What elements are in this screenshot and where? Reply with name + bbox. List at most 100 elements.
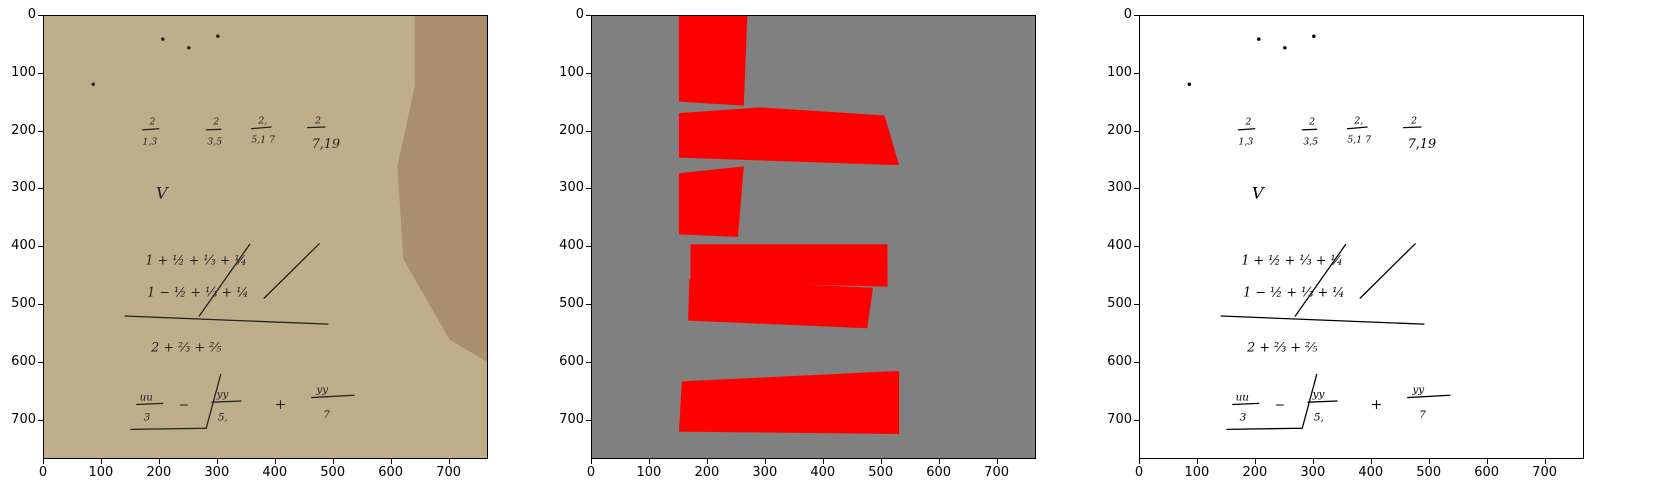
x-tick (1196, 459, 1198, 464)
y-tick-label: 400 (1107, 238, 1132, 254)
x-tick-label: 0 (586, 465, 596, 480)
y-tick (1134, 419, 1139, 421)
mask-region (678, 107, 900, 166)
x-tick (100, 459, 102, 464)
ink-spot (1283, 46, 1287, 50)
x-tick-label: 300 (204, 465, 230, 480)
handwritten-mark: 5, (1314, 412, 1324, 424)
mask-region (678, 370, 900, 434)
x-tick-label: 500 (320, 465, 346, 480)
segmentation-mask-image (678, 16, 900, 434)
y-tick (38, 15, 43, 16)
x-tick-label: 700 (1532, 465, 1557, 480)
x-tick-label: 200 (1242, 465, 1268, 480)
x-tick-label: 700 (436, 465, 461, 480)
handwritten-mark: 2 (1244, 117, 1251, 128)
y-tick-label: 500 (1107, 296, 1132, 312)
x-tick (996, 459, 998, 464)
x-tick (1139, 459, 1140, 464)
y-tick-label: 500 (11, 296, 36, 312)
mask-region (688, 279, 874, 329)
y-tick (586, 246, 591, 248)
handwritten-mark: yy (1411, 384, 1424, 396)
x-tick (822, 459, 824, 464)
handwritten-mark: 5,1 7 (251, 135, 275, 146)
y-tick-label: 300 (1107, 180, 1132, 196)
ink-spot (91, 82, 95, 86)
mask-region (678, 16, 748, 106)
y-tick-label: 600 (559, 353, 584, 369)
x-tick (1428, 459, 1430, 464)
x-tick (1254, 459, 1256, 464)
x-tick (274, 459, 276, 464)
mask-region (678, 166, 744, 237)
y-tick (38, 246, 43, 248)
y-tick-label: 700 (1107, 411, 1132, 427)
x-tick (648, 459, 650, 464)
y-tick (38, 304, 43, 306)
x-tick (390, 459, 392, 464)
handwritten-mark: 2 (148, 117, 155, 128)
handwritten-mark: 1 − ½ + ⅓ + ¼ (1243, 285, 1344, 300)
binarized-image: 2 1,3 2 3,5 2, 5,1 7 2 7,19 V 1 + ½ + ⅓ + ¼ 1 − ½ … (1187, 34, 1451, 430)
x-tick (1544, 459, 1546, 464)
y-tick (586, 188, 591, 190)
handwritten-mark: 1 − ½ + ⅓ + ¼ (147, 285, 248, 300)
handwritten-mark: 5, (218, 412, 228, 424)
handwritten-mark: 2 + ⅔ + ⅖ (150, 340, 222, 355)
handwritten-mark: − (1274, 398, 1285, 413)
x-tick (591, 459, 592, 464)
segmentation-mask-panel (591, 15, 1036, 459)
handwritten-mark: 7,19 (312, 137, 340, 152)
y-tick-label: 200 (11, 122, 36, 138)
handwritten-mark: yy (315, 384, 328, 396)
x-tick-label: 400 (262, 465, 288, 480)
y-tick (586, 419, 591, 421)
binarized-panel: 2 1,3 2 3,5 2, 5,1 7 2 7,19 V 1 + ½ + ⅓ + ¼ 1 − ½ … (1139, 15, 1584, 459)
y-tick-label: 400 (559, 238, 584, 254)
y-tick-label: 700 (559, 411, 584, 427)
handwritten-mark: V (1252, 184, 1266, 203)
handwritten-mark: 2 (314, 116, 321, 127)
x-tick-label: 400 (810, 465, 836, 480)
x-tick (1370, 459, 1372, 464)
y-tick (1134, 304, 1139, 306)
handwritten-mark: + (1371, 397, 1383, 413)
handwritten-mark: 7 (323, 409, 330, 421)
x-tick (1486, 459, 1488, 464)
y-tick (38, 188, 43, 190)
y-tick (1134, 188, 1139, 190)
handwritten-mark: yy (1312, 389, 1325, 401)
y-tick-label: 0 (1123, 7, 1132, 22)
x-tick (938, 459, 940, 464)
x-tick-label: 400 (1358, 465, 1384, 480)
x-tick (1312, 459, 1314, 464)
handwritten-mark: 2, (257, 116, 267, 127)
y-tick (586, 72, 591, 74)
y-tick-label: 0 (27, 7, 36, 22)
y-tick (586, 15, 591, 16)
y-tick-label: 700 (11, 411, 36, 427)
x-tick-label: 600 (378, 465, 404, 480)
y-tick-label: 100 (559, 64, 584, 80)
x-tick (43, 459, 44, 464)
ink-spot (187, 46, 191, 50)
ink-spot (161, 37, 165, 41)
original-scan-panel: 2 1,3 2 3,5 2, 5,1 7 2 7,19 V 1 + ½ + ⅓ + ¼ 1 − ½ … (43, 15, 488, 459)
handwritten-mark: + (275, 397, 287, 413)
handwritten-mark: 1,3 (1239, 136, 1254, 147)
y-tick-label: 100 (1107, 64, 1132, 80)
y-tick-label: 300 (11, 180, 36, 196)
ink-spot (1187, 82, 1191, 86)
ink-spot (1312, 34, 1316, 38)
y-tick-label: 600 (1107, 353, 1132, 369)
y-tick-label: 400 (11, 238, 36, 254)
y-tick (1134, 72, 1139, 74)
handwritten-mark: V (156, 184, 170, 203)
handwritten-mark: uu (140, 391, 153, 403)
y-tick (1134, 246, 1139, 248)
handwritten-mark: 3 (1240, 412, 1247, 424)
y-tick (1134, 15, 1139, 16)
y-tick (586, 130, 591, 132)
x-tick-label: 200 (146, 465, 172, 480)
